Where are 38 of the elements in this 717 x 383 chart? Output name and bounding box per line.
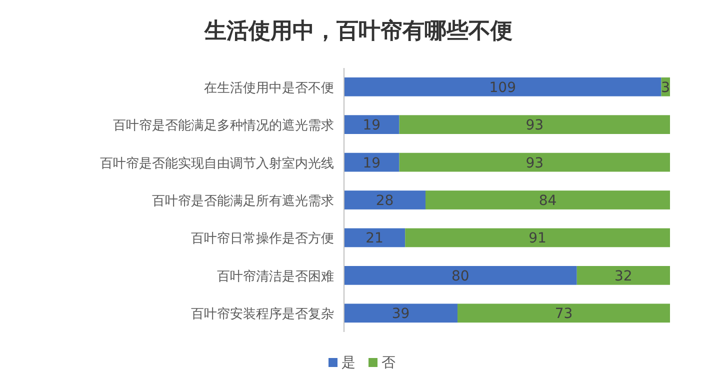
data-label: 19 bbox=[362, 118, 381, 134]
bar bbox=[344, 304, 458, 323]
data-label: 73 bbox=[554, 306, 573, 322]
data-label: 21 bbox=[366, 230, 384, 247]
data-label: 91 bbox=[528, 230, 546, 247]
bar bbox=[458, 304, 670, 323]
bar bbox=[576, 266, 670, 285]
data-label: 93 bbox=[526, 118, 544, 134]
data-label: 3 bbox=[661, 80, 670, 96]
bar bbox=[426, 190, 670, 210]
bar bbox=[399, 152, 670, 172]
y-tick-label: 百叶帘安装程序是否复杂 bbox=[191, 306, 334, 322]
data-label: 80 bbox=[452, 268, 470, 284]
legend-label: 是 bbox=[342, 355, 356, 371]
chart-title: 生活使用中，百叶帘有哪些不便 bbox=[204, 18, 512, 43]
y-tick-label: 在生活使用中是否不便 bbox=[204, 80, 334, 96]
bar bbox=[344, 115, 400, 134]
bar bbox=[344, 228, 406, 248]
bar bbox=[405, 228, 670, 248]
data-label: 84 bbox=[538, 193, 557, 209]
plot: 109 3 19 93 19 93 28 84 21 91 80 32 39 73 bbox=[344, 77, 670, 323]
y-tick-label: 百叶帘是否能满足所有遮光需求 bbox=[152, 193, 334, 209]
data-label: 93 bbox=[526, 155, 544, 172]
data-label: 28 bbox=[376, 193, 394, 209]
data-label: 32 bbox=[614, 268, 632, 284]
data-label: 109 bbox=[489, 80, 516, 96]
legend-label: 否 bbox=[382, 355, 396, 371]
data-label: 19 bbox=[362, 155, 381, 172]
y-tick-label: 百叶帘清洁是否困难 bbox=[217, 268, 334, 284]
y-tick-label: 百叶帘是否能满足多种情况的遮光需求 bbox=[113, 118, 334, 134]
bar bbox=[399, 115, 670, 134]
bar bbox=[344, 190, 426, 210]
bar bbox=[344, 266, 577, 285]
y-tick-label: 百叶帘日常操作是否方便 bbox=[191, 230, 334, 247]
bar bbox=[344, 77, 662, 96]
y-tick-label: 百叶帘是否能实现自由调节入射室内光线 bbox=[100, 155, 334, 172]
bar bbox=[344, 152, 400, 172]
data-label: 39 bbox=[392, 306, 410, 322]
